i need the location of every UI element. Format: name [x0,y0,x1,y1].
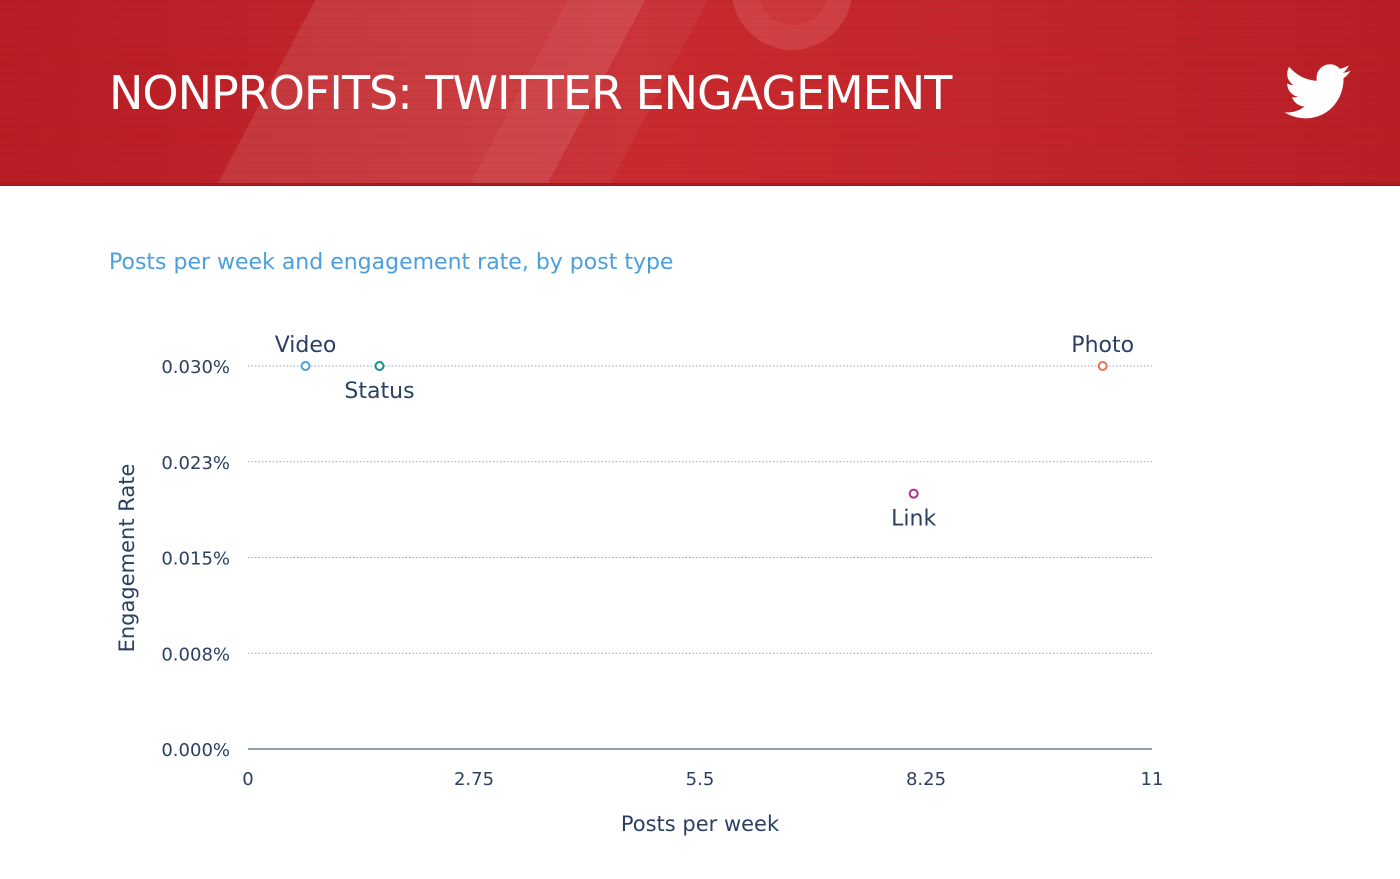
data-point-status[interactable] [374,361,385,371]
point-label-video: Video [275,333,337,358]
banner-divider [0,183,1400,186]
y-tick-label: 0.008% [161,644,230,665]
y-axis-title: Engagement Rate [115,464,139,653]
x-tick-label: 2.75 [454,769,494,790]
data-point-link[interactable] [908,488,919,499]
data-points: Video Status Link Photo [275,333,1134,532]
x-axis-ticks: 0 2.75 5.5 8.25 11 [242,769,1163,790]
point-label-photo: Photo [1071,333,1134,358]
x-tick-label: 5.5 [686,769,715,790]
x-tick-label: 11 [1141,769,1164,790]
y-tick-label: 0.000% [161,740,230,761]
page-title: NONPROFITS: TWITTER ENGAGEMENT [109,66,952,120]
grid-lines [248,365,1152,654]
y-tick-label: 0.030% [161,357,230,378]
chart-subtitle: Posts per week and engagement rate, by p… [109,250,674,275]
twitter-bird-icon [1284,64,1351,119]
y-tick-label: 0.023% [161,453,230,474]
y-axis-ticks: 0.000% 0.008% 0.015% 0.023% 0.030% [161,357,230,761]
x-axis-title: Posts per week [621,812,780,836]
data-point-video[interactable] [300,361,311,371]
header-banner [0,0,1400,186]
x-tick-label: 0 [242,769,253,790]
y-tick-label: 0.015% [161,549,230,570]
data-point-photo[interactable] [1097,361,1108,371]
banner-wood-texture [0,0,1400,186]
point-label-link: Link [891,507,936,532]
point-label-status: Status [344,379,414,404]
x-tick-label: 8.25 [906,769,946,790]
